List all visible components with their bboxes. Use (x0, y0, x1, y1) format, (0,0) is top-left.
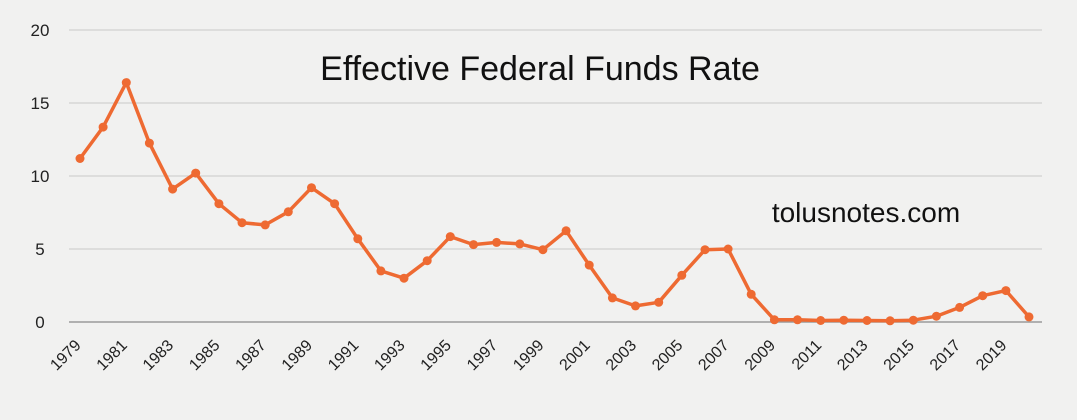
y-tick-label-15: 15 (31, 94, 50, 113)
y-tick-label-5: 5 (35, 240, 44, 259)
x-tick-label-2011: 2011 (789, 337, 825, 373)
data-point-2001 (584, 260, 594, 270)
data-point-1993 (399, 273, 409, 283)
data-point-1987 (260, 220, 270, 230)
data-point-1996 (469, 240, 478, 250)
x-tick-label-1995: 1995 (418, 337, 455, 374)
x-tick-label-1993: 1993 (371, 337, 408, 374)
x-tick-label-1985: 1985 (186, 337, 223, 374)
data-point-1980 (98, 122, 108, 132)
x-tick-label-2013: 2013 (834, 337, 871, 374)
watermark-annotation: tolusnotes.com (772, 197, 960, 228)
data-point-1989 (307, 183, 316, 193)
x-tick-label-2007: 2007 (695, 337, 732, 374)
x-tick-label-1999: 1999 (510, 337, 547, 374)
data-point-2007 (723, 244, 733, 254)
y-tick-label-10: 10 (31, 167, 50, 186)
data-point-1990 (330, 199, 340, 209)
x-tick-label-1989: 1989 (279, 337, 316, 374)
y-axis-ticks: 0 5 10 15 20 (31, 21, 50, 332)
data-point-2020 (1024, 312, 1034, 322)
data-point-2003 (631, 301, 640, 311)
data-point-2017 (955, 302, 965, 312)
data-point-1997 (492, 237, 502, 247)
data-point-2010 (793, 315, 802, 325)
data-point-2014 (885, 316, 895, 326)
x-tick-label-2005: 2005 (649, 337, 686, 374)
data-point-1984 (191, 168, 201, 178)
data-point-2006 (700, 245, 710, 255)
data-point-1982 (144, 138, 154, 148)
x-tick-label-1981: 1981 (94, 337, 131, 374)
x-tick-label-2019: 2019 (973, 337, 1010, 374)
x-tick-label-2009: 2009 (742, 337, 779, 374)
x-tick-label-1991: 1991 (325, 337, 362, 374)
data-point-2000 (561, 226, 571, 236)
y-tick-label-20: 20 (31, 21, 50, 40)
data-point-2002 (607, 293, 617, 303)
data-point-2019 (1001, 286, 1011, 296)
data-point-1995 (445, 232, 455, 242)
data-point-2009 (769, 315, 779, 325)
x-tick-label-1983: 1983 (140, 337, 177, 374)
data-point-2011 (816, 316, 826, 325)
x-tick-label-1987: 1987 (233, 337, 270, 374)
data-point-1991 (353, 234, 363, 244)
data-point-1988 (283, 207, 293, 217)
series-rate (75, 78, 1034, 326)
chart-title: Effective Federal Funds Rate (320, 50, 760, 88)
data-point-1979 (75, 154, 85, 163)
data-point-2005 (677, 270, 687, 280)
x-tick-label-2003: 2003 (603, 337, 640, 374)
x-tick-label-2001: 2001 (557, 337, 594, 374)
data-point-2015 (908, 315, 918, 325)
data-point-1992 (376, 266, 386, 276)
data-point-2012 (839, 315, 849, 325)
y-tick-label-0: 0 (35, 313, 44, 332)
data-point-1983 (168, 184, 178, 194)
data-point-1985 (214, 199, 224, 209)
data-point-2016 (931, 311, 941, 321)
x-tick-label-1997: 1997 (464, 337, 501, 374)
data-point-1998 (515, 239, 525, 249)
data-point-1981 (121, 78, 131, 88)
data-point-2004 (654, 297, 664, 307)
x-tick-label-2017: 2017 (927, 337, 964, 374)
data-point-1986 (237, 218, 247, 228)
x-tick-label-2015: 2015 (881, 337, 918, 374)
data-point-2018 (978, 291, 988, 301)
data-point-2013 (862, 316, 872, 325)
x-axis-ticks: 1979 1981 1983 1985 1987 1989 1991 1993 1995 1997… (47, 337, 1010, 374)
data-point-1999 (538, 245, 548, 255)
x-tick-label-1979: 1979 (47, 337, 84, 374)
data-point-2008 (746, 289, 756, 299)
data-point-1994 (422, 256, 432, 266)
